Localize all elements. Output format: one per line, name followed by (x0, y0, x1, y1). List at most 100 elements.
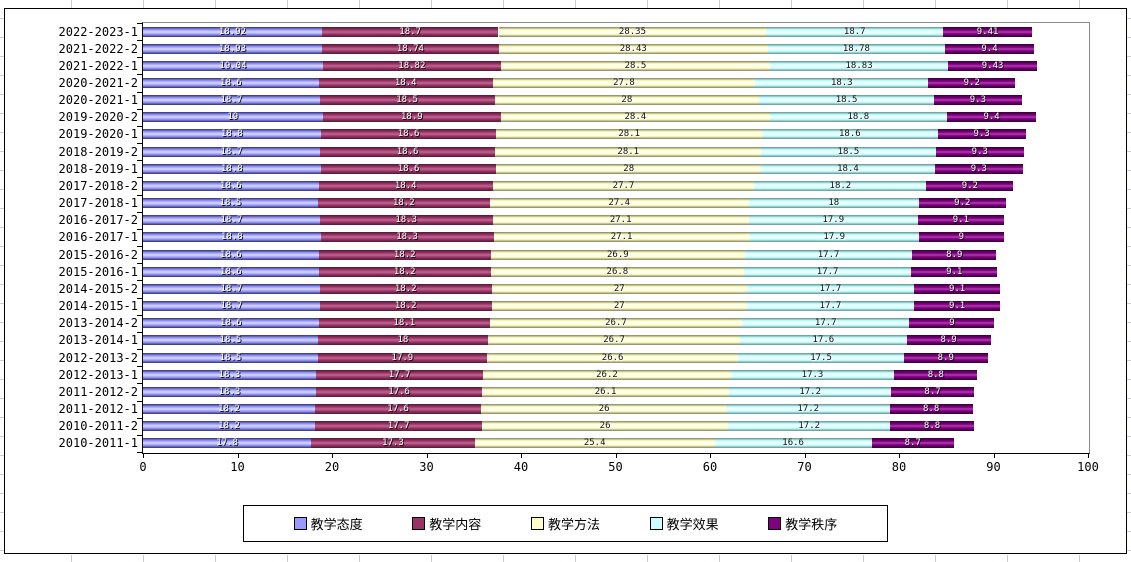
bar-segment[interactable]: 26.1 (482, 386, 729, 397)
bar-segment[interactable]: 18.4 (761, 163, 935, 174)
bar-segment[interactable]: 18.8 (143, 232, 321, 243)
bar-segment[interactable]: 18.3 (143, 386, 316, 397)
bar-segment[interactable]: 9.43 (948, 60, 1038, 71)
bar-segment[interactable]: 18.6 (761, 129, 938, 140)
bar-segment[interactable]: 18.2 (143, 421, 315, 432)
bar-segment[interactable]: 17.8 (143, 438, 312, 449)
bar-segment[interactable]: 16.6 (714, 438, 872, 449)
bar-segment[interactable]: 18.2 (317, 198, 490, 209)
bar-segment[interactable]: 27.7 (492, 180, 755, 191)
bar-segment[interactable]: 27 (491, 283, 747, 294)
bar-segment[interactable]: 9.1 (917, 215, 1004, 226)
bar-segment[interactable]: 18.6 (143, 77, 319, 88)
bar-segment[interactable]: 9.2 (926, 180, 1014, 191)
bar-segment[interactable]: 17.3 (730, 369, 895, 380)
bar-segment[interactable]: 17.9 (317, 352, 487, 363)
bar-segment[interactable]: 8.7 (891, 386, 974, 397)
bar-segment[interactable]: 18.7 (143, 146, 320, 157)
bar-segment[interactable]: 26.2 (483, 369, 731, 380)
bar-segment[interactable]: 17.7 (744, 266, 912, 277)
bar-segment[interactable]: 9.4 (947, 112, 1037, 123)
bar-segment[interactable]: 18.4 (318, 77, 493, 88)
bar-segment[interactable]: 18.6 (143, 266, 319, 277)
bar-segment[interactable]: 18.7 (143, 301, 320, 312)
bar-segment[interactable]: 9.2 (918, 198, 1006, 209)
bar-segment[interactable]: 18.5 (759, 95, 934, 106)
bar-segment[interactable]: 18.2 (318, 266, 491, 277)
bar-segment[interactable]: 26.6 (486, 352, 739, 363)
bar-segment[interactable]: 17.7 (315, 369, 484, 380)
bar-segment[interactable]: 8.8 (890, 421, 974, 432)
bar-segment[interactable]: 28.1 (496, 129, 762, 140)
bar-segment[interactable]: 18.7 (143, 215, 320, 226)
bar-segment[interactable]: 27.1 (493, 232, 750, 243)
bar-segment[interactable]: 17.7 (314, 421, 483, 432)
bar-segment[interactable]: 9.1 (914, 283, 1001, 294)
bar-segment[interactable]: 18.6 (143, 249, 319, 260)
bar-segment[interactable]: 17.7 (746, 301, 915, 312)
bar-segment[interactable]: 18.6 (320, 163, 497, 174)
bar-segment[interactable]: 8.9 (906, 335, 991, 346)
bar-segment[interactable]: 26.9 (490, 249, 745, 260)
bar-segment[interactable]: 27.1 (492, 215, 749, 226)
bar-segment[interactable]: 26 (482, 421, 728, 432)
bar-segment[interactable]: 26.7 (489, 318, 743, 329)
bar-segment[interactable]: 18.78 (767, 43, 946, 54)
bar-segment[interactable]: 9.41 (943, 26, 1033, 37)
bar-segment[interactable]: 28.35 (498, 26, 767, 37)
bar-segment[interactable]: 18.4 (318, 180, 493, 191)
bar-segment[interactable]: 9.1 (911, 266, 998, 277)
bar-segment[interactable]: 18.6 (143, 318, 319, 329)
bar-segment[interactable]: 18.8 (769, 112, 948, 123)
bar-segment[interactable]: 17.5 (738, 352, 904, 363)
bar-segment[interactable]: 26.8 (490, 266, 744, 277)
bar-segment[interactable]: 18.1 (318, 318, 490, 329)
legend[interactable]: 教学态度 教学内容 教学方法 教学效果 教学秩序 (243, 505, 888, 542)
bar-segment[interactable]: 9.3 (934, 163, 1023, 174)
bar-segment[interactable]: 18.7 (143, 283, 320, 294)
bar-segment[interactable]: 17.9 (749, 232, 919, 243)
bar-segment[interactable]: 18.7 (766, 26, 944, 37)
bar-segment[interactable]: 18.3 (755, 77, 929, 88)
legend-item[interactable]: 教学效果 (649, 514, 719, 533)
bar-segment[interactable]: 18.7 (321, 26, 499, 37)
bar-segment[interactable]: 27 (491, 301, 747, 312)
bar-segment[interactable]: 18.2 (754, 180, 927, 191)
legend-item[interactable]: 教学方法 (530, 514, 600, 533)
bar-segment[interactable]: 18 (317, 335, 488, 346)
bar-segment[interactable]: 18.83 (770, 60, 949, 71)
bar-segment[interactable]: 17.3 (311, 438, 475, 449)
bar-segment[interactable]: 9.4 (945, 43, 1034, 54)
bar-segment[interactable]: 28.1 (495, 146, 762, 157)
bar-segment[interactable]: 18.5 (761, 146, 936, 157)
bar-segment[interactable]: 17.7 (744, 249, 913, 260)
bar-segment[interactable]: 28.4 (501, 112, 770, 123)
bar-segment[interactable]: 18.5 (143, 335, 318, 346)
bar-segment[interactable]: 18.93 (143, 43, 322, 54)
bar-segment[interactable]: 17.2 (728, 386, 892, 397)
bar-segment[interactable]: 17.7 (742, 318, 910, 329)
bar-segment[interactable]: 18.92 (143, 26, 322, 37)
bar-segment[interactable]: 9.2 (928, 77, 1016, 88)
bar-segment[interactable]: 18.7 (143, 95, 320, 106)
bar-segment[interactable]: 27.4 (489, 198, 749, 209)
bar-segment[interactable]: 19 (143, 112, 323, 123)
bar-segment[interactable]: 8.9 (912, 249, 997, 260)
bar-segment[interactable]: 18.6 (319, 146, 496, 157)
bar-segment[interactable]: 28.43 (498, 43, 768, 54)
bar-segment[interactable]: 8.9 (903, 352, 988, 363)
bar-segment[interactable]: 18.8 (143, 163, 321, 174)
bar-segment[interactable]: 28.5 (500, 60, 771, 71)
bar-segment[interactable]: 9 (909, 318, 995, 329)
bar-segment[interactable]: 17.2 (727, 404, 890, 415)
bar-segment[interactable]: 17.6 (314, 404, 482, 415)
bar-segment[interactable]: 28 (494, 95, 760, 106)
bar-segment[interactable]: 18.6 (320, 129, 497, 140)
bar-segment[interactable]: 18.8 (143, 129, 321, 140)
bar-segment[interactable]: 17.6 (740, 335, 907, 346)
bar-segment[interactable]: 18.2 (143, 404, 315, 415)
bar-segment[interactable]: 18.82 (322, 60, 501, 71)
bar-segment[interactable]: 18.2 (318, 249, 491, 260)
bar-segment[interactable]: 8.8 (894, 369, 978, 380)
bar-segment[interactable]: 18.6 (143, 180, 319, 191)
